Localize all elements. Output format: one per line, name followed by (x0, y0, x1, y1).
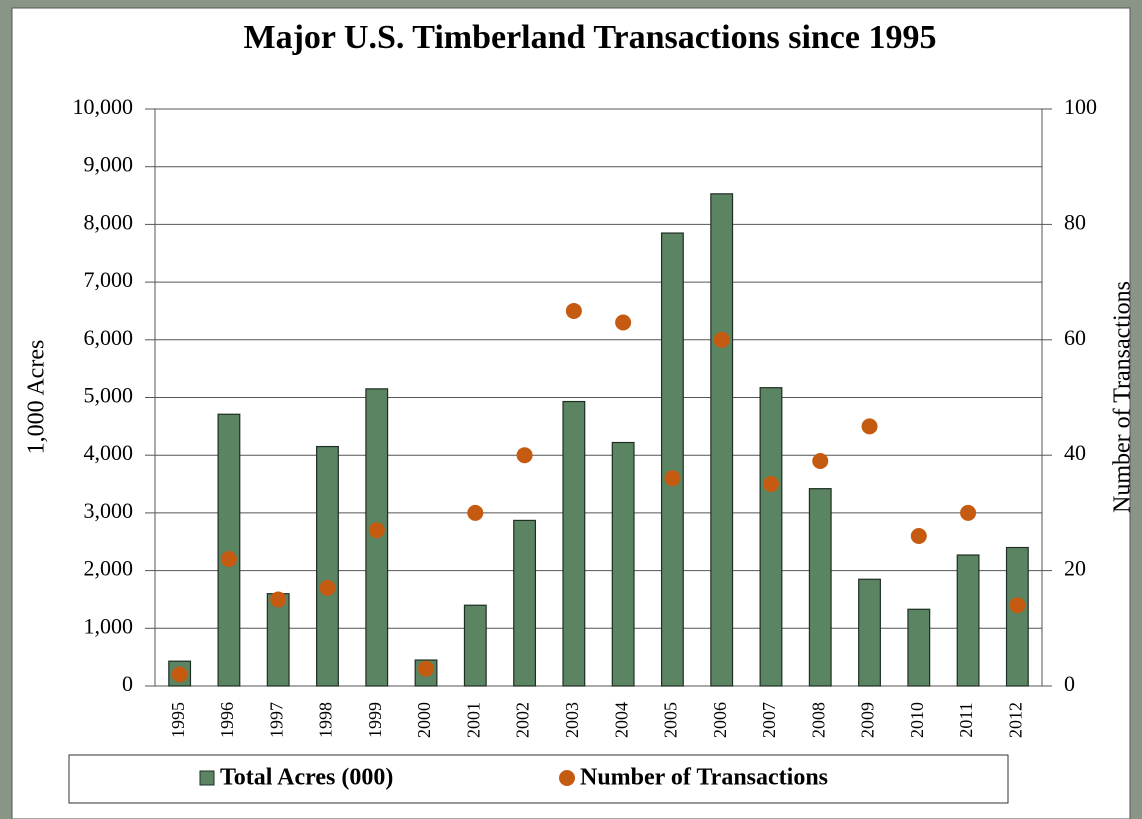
dot (713, 331, 730, 348)
dot (960, 504, 977, 521)
bar (611, 441, 635, 687)
dot (565, 302, 582, 319)
bar (808, 488, 832, 687)
y2-tick-label: 60 (1064, 325, 1086, 350)
bar (956, 554, 980, 687)
bar (316, 445, 339, 687)
dot (762, 476, 779, 493)
x-tick-label: 1998 (316, 702, 336, 738)
dot (418, 660, 435, 677)
y-tick-label: 1,000 (84, 613, 134, 638)
legend-label: Number of Transactions (580, 765, 828, 791)
y-axis-label: 1,000 Acres (24, 340, 50, 455)
y-tick-label: 0 (122, 671, 133, 696)
dot (319, 579, 336, 596)
y-tick-label: 9,000 (84, 152, 134, 177)
x-tick-label: 2006 (710, 702, 730, 738)
y-tick-label: 10,000 (73, 94, 134, 119)
x-tick-label: 2011 (956, 702, 976, 737)
x-tick-label: 2005 (661, 702, 681, 738)
x-tick-label: 1999 (365, 702, 385, 738)
bar (513, 519, 537, 687)
bar (907, 608, 931, 687)
y-tick-label: 8,000 (84, 209, 134, 234)
x-tick-label: 1996 (217, 702, 237, 738)
x-tick-label: 2000 (414, 702, 434, 738)
dot (171, 666, 188, 683)
y2-tick-label: 20 (1064, 556, 1086, 581)
x-tick-label: 2001 (463, 702, 483, 738)
x-tick-label: 2009 (858, 702, 878, 738)
dot (1009, 597, 1026, 614)
y-tick-label: 5,000 (84, 383, 134, 408)
y2-tick-label: 40 (1064, 440, 1086, 465)
y2-tick-label: 100 (1064, 94, 1097, 119)
dot (861, 418, 878, 435)
legend-swatch (559, 770, 575, 786)
bar (858, 578, 881, 687)
x-tick-label: 2010 (907, 702, 927, 738)
x-tick-label: 2007 (759, 702, 779, 738)
bar (562, 400, 586, 687)
dot (812, 452, 829, 469)
dot (467, 504, 484, 521)
bar (710, 193, 734, 687)
bar (217, 413, 241, 687)
dot (910, 527, 927, 544)
x-tick-label: 2004 (611, 702, 631, 738)
x-tick-label: 2008 (808, 702, 828, 738)
legend-swatch (199, 770, 215, 786)
x-tick-label: 1995 (168, 702, 188, 738)
bar (660, 232, 684, 687)
dot (664, 470, 681, 487)
x-tick-label: 1997 (266, 702, 286, 738)
bar (463, 604, 487, 687)
dot (220, 551, 237, 568)
y-tick-label: 3,000 (84, 498, 134, 523)
bar (1005, 546, 1029, 687)
y2-axis-label: Number of Transactions (1110, 281, 1136, 513)
y2-tick-label: 80 (1064, 209, 1086, 234)
legend-label: Total Acres (000) (220, 765, 393, 791)
dot (270, 591, 287, 608)
y-tick-label: 7,000 (84, 267, 134, 292)
bar (266, 593, 290, 687)
dot (368, 522, 385, 539)
y-tick-label: 2,000 (84, 556, 134, 581)
y-tick-label: 6,000 (84, 325, 134, 350)
x-tick-label: 2003 (562, 702, 582, 738)
chart-title: Major U.S. Timberland Transactions since… (244, 19, 937, 56)
x-tick-label: 2002 (513, 702, 533, 738)
y2-tick-label: 0 (1064, 671, 1075, 696)
legend-box (68, 754, 1009, 804)
dot (615, 314, 632, 331)
y-tick-label: 4,000 (84, 440, 134, 465)
bar (759, 387, 783, 687)
dot (516, 447, 533, 464)
x-tick-label: 2012 (1005, 702, 1025, 738)
